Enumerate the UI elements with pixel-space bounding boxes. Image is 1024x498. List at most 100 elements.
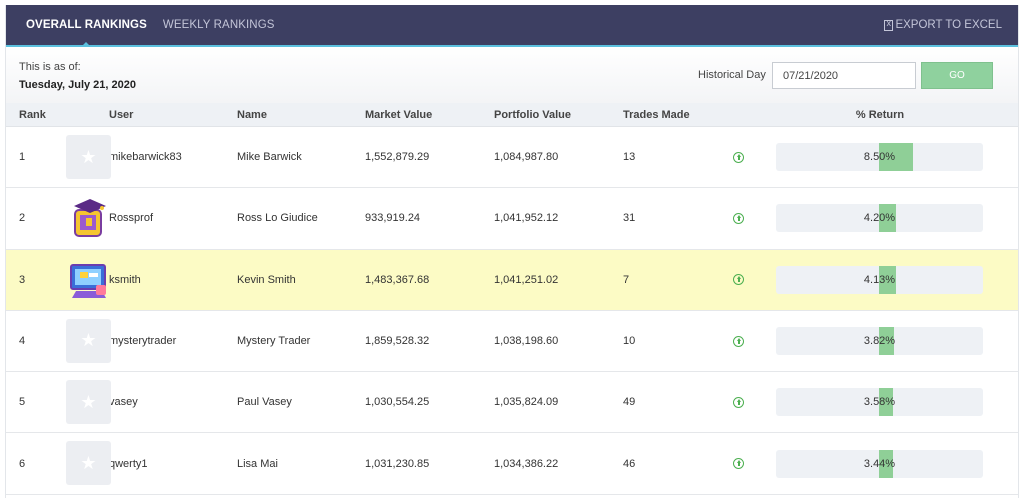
default-avatar: ★ xyxy=(66,135,111,179)
portfolio-value-cell: 1,035,824.09 xyxy=(494,396,559,409)
trades-made-cell: 7 xyxy=(623,273,630,286)
arrow-up-circle-icon xyxy=(733,396,744,408)
return-bar-fill xyxy=(879,143,913,172)
star-icon: ★ xyxy=(80,452,97,473)
excel-icon xyxy=(884,18,894,31)
tab-overall-rankings[interactable]: OVERALL RANKINGS xyxy=(18,5,155,47)
portfolio-value-cell: 1,084,987.80 xyxy=(494,151,559,164)
trades-made-cell: 13 xyxy=(623,151,636,164)
name-cell: Ross Lo Giudice xyxy=(237,212,318,225)
info-bar: This is as of: Tuesday, July 21, 2020 Hi… xyxy=(6,47,1018,103)
return-bar-track: 4.20% xyxy=(776,204,983,233)
rank-cell: 5 xyxy=(19,396,26,409)
star-icon: ★ xyxy=(80,391,97,412)
trades-made-cell: 10 xyxy=(623,335,636,348)
return-bar-fill xyxy=(879,204,896,233)
return-bar-fill xyxy=(879,449,893,478)
market-value-cell: 933,919.24 xyxy=(365,212,421,225)
user-cell[interactable]: Rossprof xyxy=(109,212,154,225)
arrow-up-circle-icon xyxy=(733,151,744,163)
return-bar-track: 4.13% xyxy=(776,265,983,294)
arrow-up-circle-icon xyxy=(733,335,744,347)
table-row[interactable]: 3 ksmith Kevin Smith 1,483,367.68 1,041,… xyxy=(6,249,1018,311)
column-header-name[interactable]: Name xyxy=(237,108,267,121)
rankings-table-body: 1 ★ mikebarwick83 Mike Barwick 1,552,879… xyxy=(6,127,1018,495)
arrow-up-circle-icon xyxy=(733,212,744,224)
table-row[interactable]: 6 ★ qwerty1 Lisa Mai 1,031,230.85 1,034,… xyxy=(6,433,1018,495)
default-avatar: ★ xyxy=(66,441,111,486)
return-bar-fill xyxy=(879,327,895,356)
return-bar-track: 3.58% xyxy=(776,388,983,417)
avatar[interactable] xyxy=(66,196,111,240)
market-value-cell: 1,030,554.25 xyxy=(365,396,430,409)
column-header-market-value[interactable]: Market Value xyxy=(365,108,433,121)
return-bar-fill xyxy=(879,265,896,294)
name-cell: Kevin Smith xyxy=(237,273,296,286)
column-header-portfolio-value[interactable]: Portfolio Value xyxy=(494,108,572,121)
name-cell: Mystery Trader xyxy=(237,335,311,348)
trades-made-cell: 31 xyxy=(623,212,636,225)
portfolio-value-cell: 1,034,386.22 xyxy=(494,457,559,470)
export-label: EXPORT TO EXCEL xyxy=(895,19,1002,31)
return-value: 3.44% xyxy=(863,457,896,470)
table-row[interactable]: 2 Rossprof Ross Lo Giudice 933,919.24 1,… xyxy=(6,188,1018,250)
rank-cell: 6 xyxy=(19,457,26,470)
table-header: Rank User Name Market Value Portfolio Va… xyxy=(6,103,1018,127)
return-value: 8.50% xyxy=(863,151,896,164)
return-bar-fill xyxy=(879,388,894,417)
avatar[interactable]: ★ xyxy=(66,380,111,425)
column-header-trades-made[interactable]: Trades Made xyxy=(623,108,690,121)
market-value-cell: 1,031,230.85 xyxy=(365,457,430,470)
user-cell[interactable]: mikebarwick83 xyxy=(109,151,182,164)
table-row[interactable]: 4 ★ mysterytrader Mystery Trader 1,859,5… xyxy=(6,310,1018,373)
avatar[interactable]: ★ xyxy=(66,318,111,363)
return-value: 4.13% xyxy=(863,273,896,286)
trades-made-cell: 49 xyxy=(623,396,636,409)
column-header-user[interactable]: User xyxy=(109,108,134,121)
name-cell: Mike Barwick xyxy=(237,151,302,164)
portfolio-value-cell: 1,041,251.02 xyxy=(494,273,559,286)
rank-cell: 1 xyxy=(19,151,26,164)
avatar[interactable]: ★ xyxy=(66,135,111,179)
star-icon: ★ xyxy=(80,146,97,167)
rank-cell: 4 xyxy=(19,335,26,348)
portfolio-value-cell: 1,041,952.12 xyxy=(494,212,559,225)
computer-avatar-icon xyxy=(70,263,106,298)
rankings-panel: OVERALL RANKINGS WEEKLY RANKINGS EXPORT … xyxy=(5,5,1019,498)
table-row[interactable]: 5 ★ vasey Paul Vasey 1,030,554.25 1,035,… xyxy=(6,372,1018,434)
historical-day-input[interactable] xyxy=(772,62,916,89)
avatar[interactable] xyxy=(66,258,111,302)
graduate-avatar-icon xyxy=(74,199,106,238)
rankings-tab-bar: OVERALL RANKINGS WEEKLY RANKINGS EXPORT … xyxy=(6,5,1018,47)
return-bar-track: 3.44% xyxy=(776,449,983,478)
market-value-cell: 1,483,367.68 xyxy=(365,273,430,286)
arrow-up-circle-icon xyxy=(733,458,744,470)
return-value: 4.20% xyxy=(863,212,896,225)
rank-cell: 3 xyxy=(19,273,26,286)
tab-weekly-rankings[interactable]: WEEKLY RANKINGS xyxy=(162,19,275,31)
column-header-rank[interactable]: Rank xyxy=(19,108,46,121)
default-avatar: ★ xyxy=(66,318,111,363)
market-value-cell: 1,859,528.32 xyxy=(365,335,430,348)
historical-day-label: Historical Day xyxy=(698,69,766,81)
name-cell: Lisa Mai xyxy=(237,457,278,470)
asof-label: This is as of: xyxy=(19,61,81,73)
arrow-up-circle-icon xyxy=(733,274,744,286)
go-button[interactable]: GO xyxy=(921,62,993,89)
rank-cell: 2 xyxy=(19,212,26,225)
trades-made-cell: 46 xyxy=(623,457,636,470)
default-avatar: ★ xyxy=(66,380,111,425)
export-to-excel-button[interactable]: EXPORT TO EXCEL xyxy=(884,5,1002,45)
user-cell[interactable]: mysterytrader xyxy=(109,335,177,348)
user-cell[interactable]: vasey xyxy=(109,396,138,409)
asof-date: Tuesday, July 21, 2020 xyxy=(19,79,136,91)
return-value: 3.82% xyxy=(863,335,896,348)
return-value: 3.58% xyxy=(863,396,896,409)
name-cell: Paul Vasey xyxy=(237,396,292,409)
user-cell[interactable]: ksmith xyxy=(109,273,141,286)
market-value-cell: 1,552,879.29 xyxy=(365,151,430,164)
user-cell[interactable]: qwerty1 xyxy=(109,457,148,470)
avatar[interactable]: ★ xyxy=(66,441,111,486)
column-header-return[interactable]: % Return xyxy=(855,108,905,121)
table-row[interactable]: 1 ★ mikebarwick83 Mike Barwick 1,552,879… xyxy=(6,127,1018,189)
